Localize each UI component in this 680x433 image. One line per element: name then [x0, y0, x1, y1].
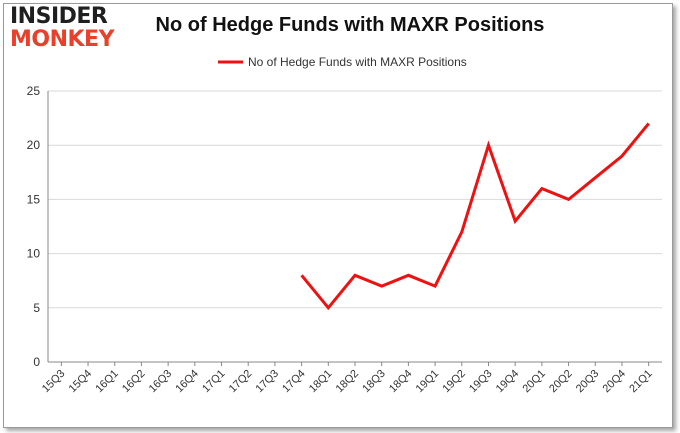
legend-label: No of Hedge Funds with MAXR Positions	[248, 55, 467, 69]
x-tick-label: 17Q1	[200, 368, 228, 396]
x-tick-label: 20Q1	[520, 368, 548, 396]
x-tick-label: 16Q3	[147, 368, 175, 396]
x-tick-label: 19Q4	[494, 368, 522, 396]
x-tick-label: 18Q3	[360, 368, 388, 396]
x-tick-label: 19Q2	[440, 368, 468, 396]
x-tick-label: 20Q4	[601, 368, 629, 396]
chart-title: No of Hedge Funds with MAXR Positions	[155, 14, 545, 36]
x-tick-label: 19Q1	[414, 368, 442, 396]
y-tick-label: 25	[27, 84, 41, 98]
axes	[47, 91, 662, 366]
chart-frame	[3, 3, 673, 428]
y-tick-label: 20	[27, 138, 41, 152]
y-tick-label: 0	[33, 355, 40, 369]
x-tick-label: 18Q2	[334, 368, 362, 396]
x-tick-label: 17Q3	[254, 368, 282, 396]
legend: No of Hedge Funds with MAXR Positions	[218, 55, 467, 69]
x-tick-label: 20Q2	[547, 368, 575, 396]
x-tick-label: 16Q1	[93, 368, 121, 396]
y-tick-labels: 0 5 10 15 20 25	[27, 84, 41, 369]
y-tick-label: 10	[27, 247, 41, 261]
insider-monkey-logo: INSIDER MONKEY	[10, 4, 115, 52]
x-tick-label: 18Q4	[387, 368, 415, 396]
x-tick-labels: 15Q3 15Q4 16Q1 16Q2 16Q3 16Q4 17Q1 17Q2 17Q3 17Q4…	[40, 368, 655, 396]
y-tick-label: 15	[27, 192, 41, 206]
series-line	[300, 122, 650, 311]
x-tick-label: 17Q4	[280, 368, 308, 396]
x-tick-label: 15Q3	[40, 368, 68, 396]
x-tick-label: 18Q1	[307, 368, 335, 396]
gridlines	[48, 90, 662, 309]
x-tick-label: 20Q3	[574, 368, 602, 396]
x-tick-label: 15Q4	[67, 368, 95, 396]
x-tick-label: 17Q2	[227, 368, 255, 396]
y-tick-label: 5	[33, 301, 40, 315]
logo-line1: INSIDER	[10, 4, 108, 29]
x-tick-label: 16Q4	[173, 368, 201, 396]
x-tick-label: 21Q1	[627, 368, 655, 396]
x-tick-label: 16Q2	[120, 368, 148, 396]
series-group	[300, 122, 650, 311]
x-tick-label: 19Q3	[467, 368, 495, 396]
logo-line2: MONKEY	[10, 27, 115, 52]
